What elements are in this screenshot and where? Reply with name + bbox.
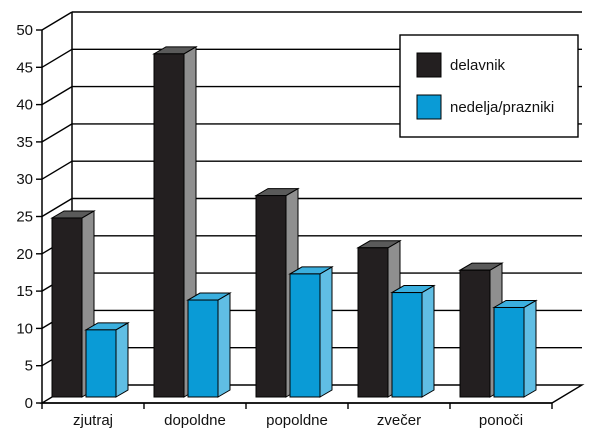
gridline-side xyxy=(42,124,72,142)
x-tick-label: zvečer xyxy=(377,412,421,429)
bar xyxy=(494,307,524,397)
y-tick-label: 0 xyxy=(25,395,33,412)
bar xyxy=(460,270,490,397)
gridline-side xyxy=(42,161,72,179)
gridline-side xyxy=(42,49,72,67)
x-tick-label: popoldne xyxy=(266,412,328,429)
bar xyxy=(256,196,286,397)
bar-side xyxy=(218,293,230,397)
x-tick-label: dopoldne xyxy=(164,412,226,429)
legend-swatch xyxy=(417,95,441,119)
legend-label: nedelja/prazniki xyxy=(450,99,554,116)
y-tick-label: 40 xyxy=(16,97,33,114)
y-tick-label: 35 xyxy=(16,134,33,151)
y-tick-label: 50 xyxy=(16,22,33,39)
bar xyxy=(358,248,388,397)
gridline-side xyxy=(42,12,72,30)
y-tick-label: 5 xyxy=(25,358,33,375)
bar xyxy=(188,300,218,397)
y-tick-label: 10 xyxy=(16,320,33,337)
x-axis: zjutraj dopoldne popoldne zvečer ponoči xyxy=(42,403,552,429)
y-tick-label: 15 xyxy=(16,283,33,300)
bar xyxy=(86,330,116,397)
legend-swatch xyxy=(417,53,441,77)
gridline-side xyxy=(42,87,72,105)
legend: delavnik nedelja/prazniki xyxy=(400,35,578,137)
bar-side xyxy=(116,323,128,397)
y-tick-label: 25 xyxy=(16,209,33,226)
bar xyxy=(290,274,320,397)
bar xyxy=(154,54,184,397)
bar-side xyxy=(320,267,332,397)
x-tick-label: zjutraj xyxy=(73,412,113,429)
y-tick-label: 30 xyxy=(16,171,33,188)
bar-side xyxy=(524,300,536,397)
y-axis: 0 5 10 15 20 25 30 35 40 45 50 xyxy=(16,22,42,412)
bar xyxy=(52,218,82,397)
legend-box xyxy=(400,35,578,137)
bar xyxy=(392,293,422,397)
y-tick-label: 45 xyxy=(16,59,33,76)
y-tick-label: 20 xyxy=(16,246,33,263)
bar-side xyxy=(422,286,434,397)
legend-label: delavnik xyxy=(450,57,506,74)
x-tick-label: ponoči xyxy=(479,412,523,429)
